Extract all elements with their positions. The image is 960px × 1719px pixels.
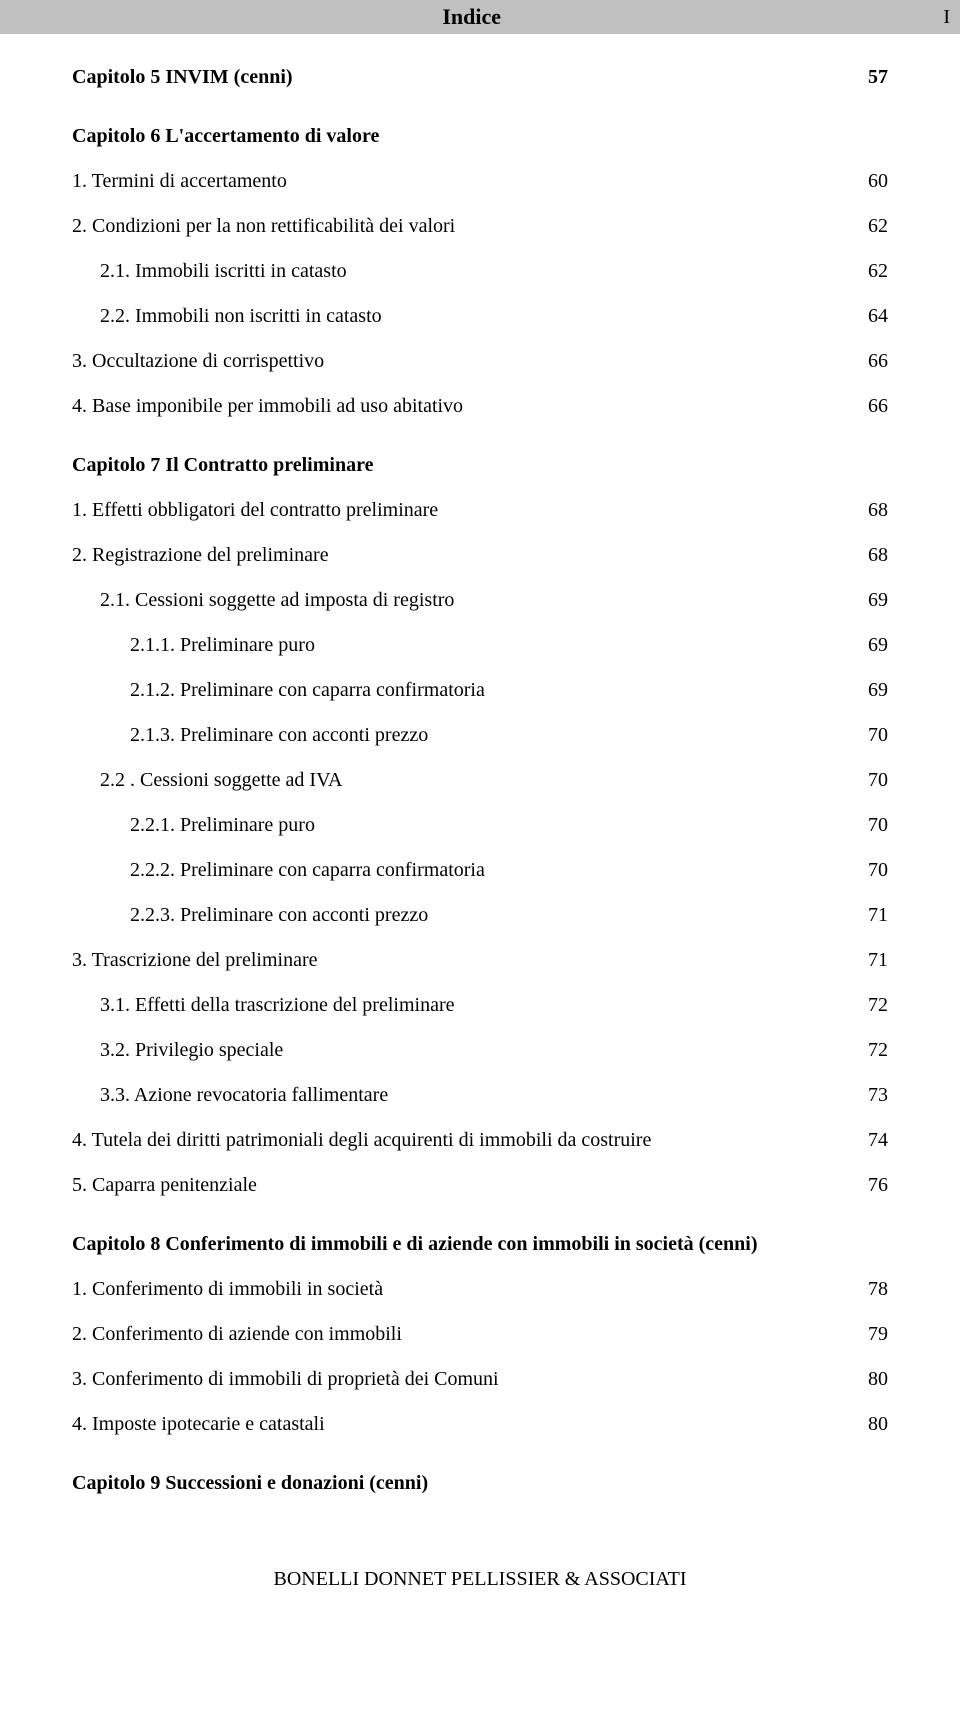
entry-label: 2.2.2. Preliminare con caparra confirmat… bbox=[72, 855, 868, 886]
entry-page: 72 bbox=[868, 1035, 888, 1066]
toc-entry: 2.2.1. Preliminare puro70 bbox=[72, 810, 888, 841]
entry-label: 2.2.1. Preliminare puro bbox=[72, 810, 868, 841]
toc-content: Capitolo 5 INVIM (cenni)57 Capitolo 6 L'a… bbox=[0, 34, 960, 1533]
entry-page: 74 bbox=[868, 1125, 888, 1156]
entry-page: 70 bbox=[868, 855, 888, 886]
entry-label: 2.1. Cessioni soggette ad imposta di reg… bbox=[72, 585, 868, 616]
entry-page: 70 bbox=[868, 720, 888, 751]
entry-page: 69 bbox=[868, 630, 888, 661]
toc-entry: 2.2.3. Preliminare con acconti prezzo71 bbox=[72, 900, 888, 931]
entry-page: 66 bbox=[868, 391, 888, 422]
entry-page: 60 bbox=[868, 166, 888, 197]
entry-page: 72 bbox=[868, 990, 888, 1021]
entry-label: 2.1.1. Preliminare puro bbox=[72, 630, 868, 661]
entry-label: 3. Occultazione di corrispettivo bbox=[72, 346, 868, 377]
entry-label: 2.2.3. Preliminare con acconti prezzo bbox=[72, 900, 868, 931]
entry-page: 79 bbox=[868, 1319, 888, 1350]
entry-page: 62 bbox=[868, 256, 888, 287]
entry-page: 71 bbox=[868, 900, 888, 931]
chapter-page: 57 bbox=[868, 62, 888, 93]
entry-label: 2.1. Immobili iscritti in catasto bbox=[72, 256, 868, 287]
entry-page: 70 bbox=[868, 765, 888, 796]
toc-entry: 1. Termini di accertamento60 bbox=[72, 166, 888, 197]
entry-page: 66 bbox=[868, 346, 888, 377]
toc-entry: 1. Conferimento di immobili in società78 bbox=[72, 1274, 888, 1305]
entry-label: 1. Conferimento di immobili in società bbox=[72, 1274, 868, 1305]
toc-entry: 3. Trascrizione del preliminare71 bbox=[72, 945, 888, 976]
chapter-heading: Capitolo 7 Il Contratto preliminare bbox=[72, 450, 888, 481]
entry-label: 3.1. Effetti della trascrizione del prel… bbox=[72, 990, 868, 1021]
entry-page: 80 bbox=[868, 1409, 888, 1440]
toc-entry: 2. Conferimento di aziende con immobili7… bbox=[72, 1319, 888, 1350]
entry-label: 2.2 . Cessioni soggette ad IVA bbox=[72, 765, 868, 796]
entry-page: 68 bbox=[868, 540, 888, 571]
toc-entry: 5. Caparra penitenziale76 bbox=[72, 1170, 888, 1201]
entry-page: 70 bbox=[868, 810, 888, 841]
entry-label: 2. Condizioni per la non rettificabilità… bbox=[72, 211, 868, 242]
toc-entry: 1. Effetti obbligatori del contratto pre… bbox=[72, 495, 888, 526]
entry-label: 2. Conferimento di aziende con immobili bbox=[72, 1319, 868, 1350]
toc-entry: 3.2. Privilegio speciale72 bbox=[72, 1035, 888, 1066]
chapter-label: Capitolo 5 INVIM (cenni) bbox=[72, 62, 868, 93]
entry-label: 4. Imposte ipotecarie e catastali bbox=[72, 1409, 868, 1440]
toc-entry: 3. Conferimento di immobili di proprietà… bbox=[72, 1364, 888, 1395]
toc-entry: 2.1.3. Preliminare con acconti prezzo70 bbox=[72, 720, 888, 751]
toc-entry: 2.2 . Cessioni soggette ad IVA70 bbox=[72, 765, 888, 796]
chapter-heading: Capitolo 9 Successioni e donazioni (cenn… bbox=[72, 1468, 888, 1499]
entry-page: 76 bbox=[868, 1170, 888, 1201]
header-page-marker: I bbox=[943, 6, 950, 29]
entry-page: 71 bbox=[868, 945, 888, 976]
entry-label: 3. Conferimento di immobili di proprietà… bbox=[72, 1364, 868, 1395]
entry-label: 3. Trascrizione del preliminare bbox=[72, 945, 868, 976]
entry-label: 5. Caparra penitenziale bbox=[72, 1170, 868, 1201]
header-bar: Indice I bbox=[0, 0, 960, 34]
toc-entry: 2. Condizioni per la non rettificabilità… bbox=[72, 211, 888, 242]
chapter-heading: Capitolo 5 INVIM (cenni)57 bbox=[72, 62, 888, 93]
entry-page: 78 bbox=[868, 1274, 888, 1305]
chapter-heading: Capitolo 6 L'accertamento di valore bbox=[72, 121, 888, 152]
entry-label: 4. Tutela dei diritti patrimoniali degli… bbox=[72, 1125, 868, 1156]
chapter-heading: Capitolo 8 Conferimento di immobili e di… bbox=[72, 1229, 888, 1260]
entry-label: 2.2. Immobili non iscritti in catasto bbox=[72, 301, 868, 332]
toc-entry: 2.2.2. Preliminare con caparra confirmat… bbox=[72, 855, 888, 886]
entry-page: 64 bbox=[868, 301, 888, 332]
entry-label: 3.2. Privilegio speciale bbox=[72, 1035, 868, 1066]
entry-page: 69 bbox=[868, 585, 888, 616]
entry-page: 73 bbox=[868, 1080, 888, 1111]
toc-entry: 2.2. Immobili non iscritti in catasto64 bbox=[72, 301, 888, 332]
toc-entry: 2.1.1. Preliminare puro69 bbox=[72, 630, 888, 661]
toc-entry: 2.1. Immobili iscritti in catasto62 bbox=[72, 256, 888, 287]
entry-page: 80 bbox=[868, 1364, 888, 1395]
toc-entry: 4. Base imponibile per immobili ad uso a… bbox=[72, 391, 888, 422]
header-title: Indice bbox=[0, 4, 943, 30]
toc-entry: 3. Occultazione di corrispettivo66 bbox=[72, 346, 888, 377]
entry-page: 68 bbox=[868, 495, 888, 526]
entry-label: 4. Base imponibile per immobili ad uso a… bbox=[72, 391, 868, 422]
toc-entry: 3.3. Azione revocatoria fallimentare73 bbox=[72, 1080, 888, 1111]
entry-page: 62 bbox=[868, 211, 888, 242]
toc-entry: 4. Imposte ipotecarie e catastali80 bbox=[72, 1409, 888, 1440]
entry-label: 1. Effetti obbligatori del contratto pre… bbox=[72, 495, 868, 526]
entry-label: 2.1.3. Preliminare con acconti prezzo bbox=[72, 720, 868, 751]
entry-label: 2. Registrazione del preliminare bbox=[72, 540, 868, 571]
toc-entry: 2.1.2. Preliminare con caparra confirmat… bbox=[72, 675, 888, 706]
toc-entry: 4. Tutela dei diritti patrimoniali degli… bbox=[72, 1125, 888, 1156]
entry-page: 69 bbox=[868, 675, 888, 706]
toc-entry: 3.1. Effetti della trascrizione del prel… bbox=[72, 990, 888, 1021]
entry-label: 3.3. Azione revocatoria fallimentare bbox=[72, 1080, 868, 1111]
toc-entry: 2.1. Cessioni soggette ad imposta di reg… bbox=[72, 585, 888, 616]
entry-label: 2.1.2. Preliminare con caparra confirmat… bbox=[72, 675, 868, 706]
entry-label: 1. Termini di accertamento bbox=[72, 166, 868, 197]
toc-entry: 2. Registrazione del preliminare68 bbox=[72, 540, 888, 571]
footer-text: BONELLI DONNET PELLISSIER & ASSOCIATI bbox=[0, 1568, 960, 1591]
